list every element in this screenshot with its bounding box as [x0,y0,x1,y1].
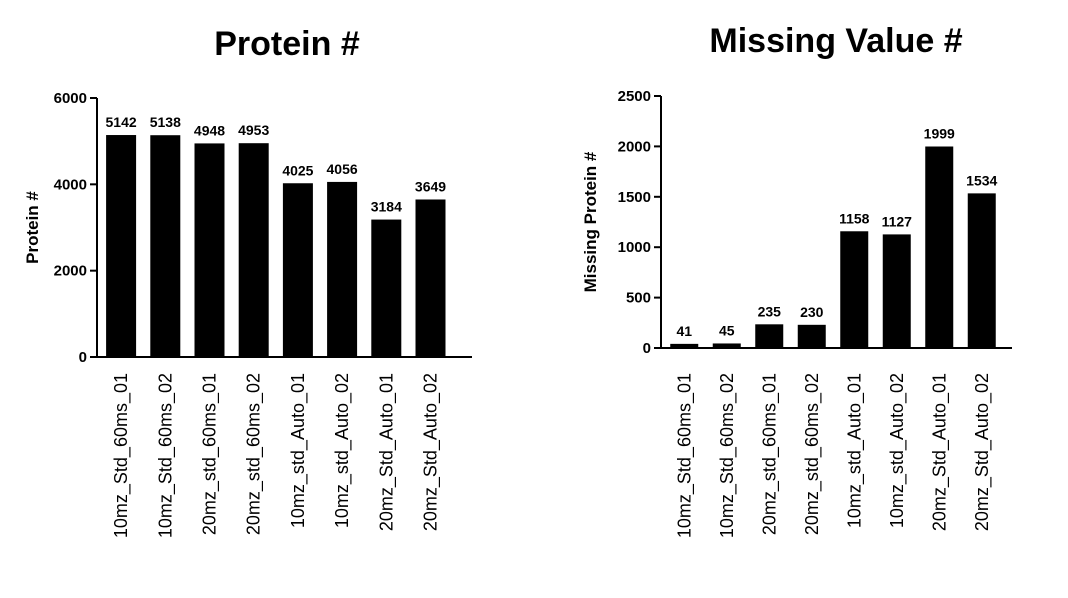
x-tick-label: 10mz_Std_60ms_01 [674,373,695,538]
x-tick-label: 20mz_Std_Auto_02 [972,373,993,531]
protein-count-chart: Protein # Protein # 0 2000 4000 6000 5142 10mz_… [23,25,472,538]
bar [840,231,869,348]
data-label: 1127 [882,213,913,229]
x-tick-label: 10mz_Std_60ms_02 [155,373,176,538]
x-tick-label: 20mz_std_60ms_01 [759,373,780,535]
bar [670,343,699,348]
y-tick-label: 500 [626,290,651,307]
bar [415,199,446,357]
x-tick-label: 10mz_std_Auto_02 [887,373,908,528]
bar [150,135,181,357]
y-tick-label: 1500 [618,189,651,206]
y-axis-label: Missing Protein # [581,151,600,292]
x-tick-label: 20mz_Std_Auto_01 [929,373,950,531]
y-tick-label: 0 [643,340,651,357]
data-label: 1158 [839,210,870,226]
y-tick-label: 4000 [54,176,87,193]
data-label: 230 [800,304,824,320]
data-label: 4056 [327,161,358,177]
data-label: 235 [758,303,782,319]
y-tick-label: 6000 [54,90,87,107]
y-tick-label: 0 [79,349,87,366]
data-label: 4025 [282,162,313,178]
y-tick-label: 1000 [618,239,651,256]
bar [797,324,826,348]
bar [106,135,137,357]
bar [755,324,784,348]
bar [194,143,225,357]
x-tick-label: 10mz_Std_60ms_02 [717,373,738,538]
bar [967,193,996,348]
x-tick-label: 20mz_std_60ms_01 [200,373,221,535]
x-tick-label: 10mz_std_Auto_02 [332,373,353,528]
bar [282,183,313,357]
data-label: 5142 [106,114,137,130]
x-tick-label: 10mz_std_Auto_01 [844,373,865,528]
data-label: 5138 [150,114,181,130]
bar [371,219,402,357]
data-label: 3649 [415,178,446,194]
data-label: 4948 [194,122,225,138]
y-tick-label: 2000 [618,138,651,155]
bar [712,343,741,348]
y-tick-label: 2500 [618,88,651,105]
y-tick-label: 2000 [54,263,87,280]
data-label: 1999 [924,126,955,142]
x-tick-label: 10mz_std_Auto_01 [288,373,309,528]
missing-value-chart: Missing Value # Missing Protein # 0 500 1000… [581,22,1012,538]
data-label: 1534 [966,172,997,188]
bar [327,181,358,357]
x-tick-label: 20mz_Std_Auto_01 [376,373,397,531]
data-label: 41 [676,323,692,339]
data-label: 4953 [238,122,269,138]
bar [925,146,954,348]
x-tick-label: 10mz_Std_60ms_01 [111,373,132,538]
chart-title: Protein # [214,25,360,63]
x-tick-label: 20mz_Std_Auto_02 [421,373,442,531]
data-label: 3184 [371,199,402,215]
x-tick-label: 20mz_std_60ms_02 [244,373,265,535]
y-axis-label: Protein # [23,191,42,264]
chart-title: Missing Value # [709,22,962,60]
x-tick-label: 20mz_std_60ms_02 [802,373,823,535]
bar [238,143,269,357]
data-label: 45 [719,322,735,338]
bar [882,234,911,348]
